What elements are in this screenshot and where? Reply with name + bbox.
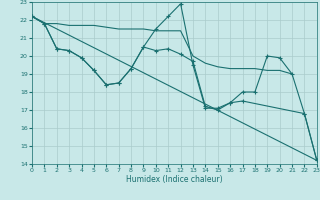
X-axis label: Humidex (Indice chaleur): Humidex (Indice chaleur)	[126, 175, 223, 184]
